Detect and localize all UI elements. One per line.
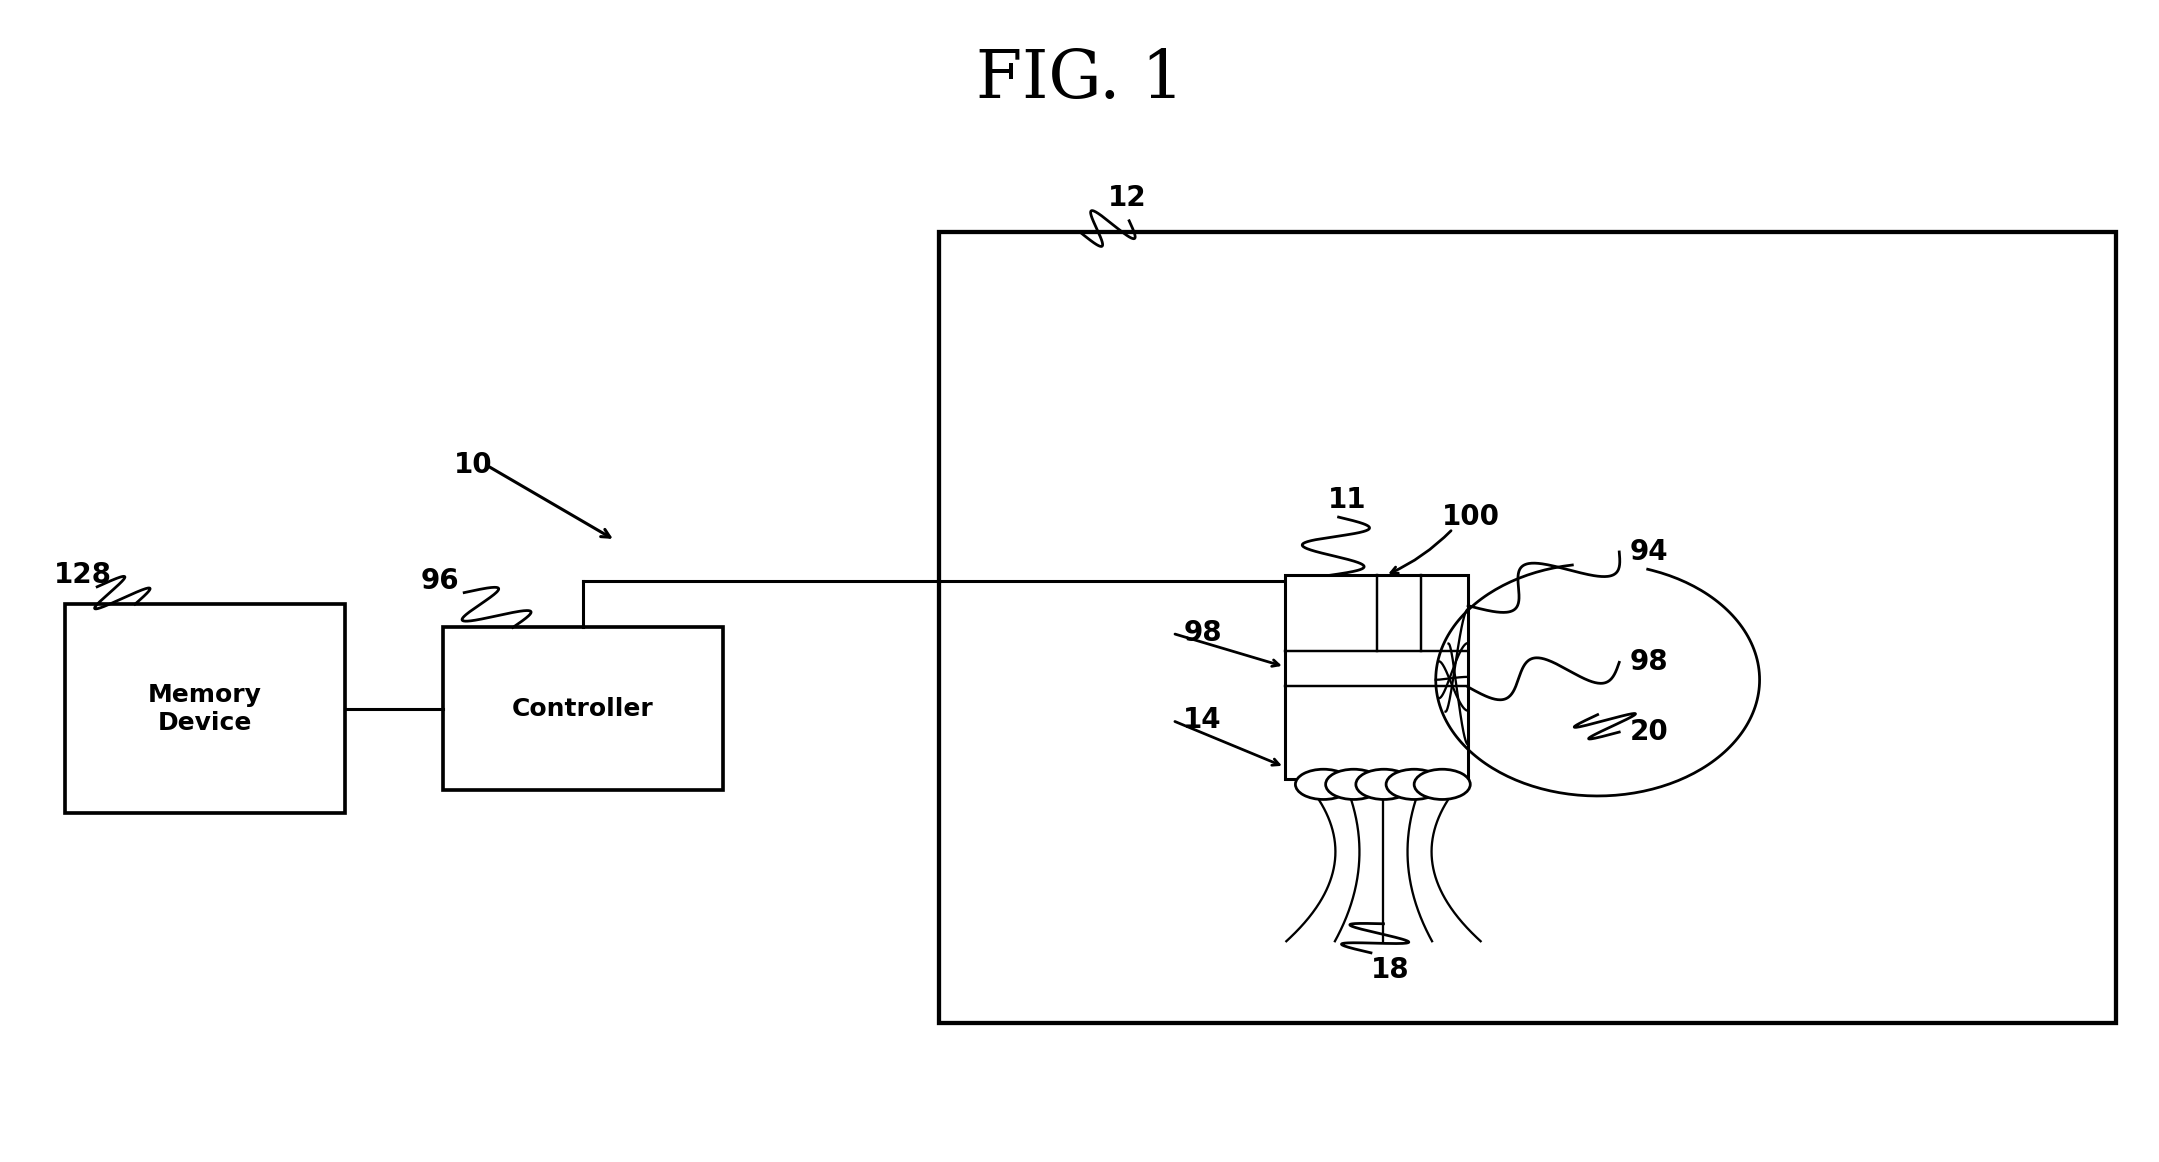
Text: 100: 100 <box>1442 503 1501 531</box>
Text: FIG. 1: FIG. 1 <box>976 46 1183 112</box>
Text: Memory
Device: Memory Device <box>149 683 261 734</box>
Text: 96: 96 <box>421 567 460 595</box>
Text: 11: 11 <box>1328 486 1367 514</box>
Text: 20: 20 <box>1630 718 1669 746</box>
Bar <box>939 232 2116 1023</box>
Bar <box>1285 575 1468 779</box>
Text: 14: 14 <box>1183 706 1222 734</box>
Text: 98: 98 <box>1183 619 1222 647</box>
Bar <box>65 604 345 813</box>
Text: 98: 98 <box>1630 648 1669 676</box>
Circle shape <box>1356 769 1412 799</box>
Text: Controller: Controller <box>512 697 654 720</box>
Circle shape <box>1295 769 1352 799</box>
Circle shape <box>1386 769 1442 799</box>
Circle shape <box>1326 769 1382 799</box>
Text: 12: 12 <box>1108 184 1146 211</box>
Text: 10: 10 <box>453 451 492 479</box>
Text: 94: 94 <box>1630 538 1669 566</box>
Text: 18: 18 <box>1371 956 1410 984</box>
Bar <box>443 627 723 790</box>
Circle shape <box>1414 769 1470 799</box>
Text: 128: 128 <box>54 561 112 589</box>
